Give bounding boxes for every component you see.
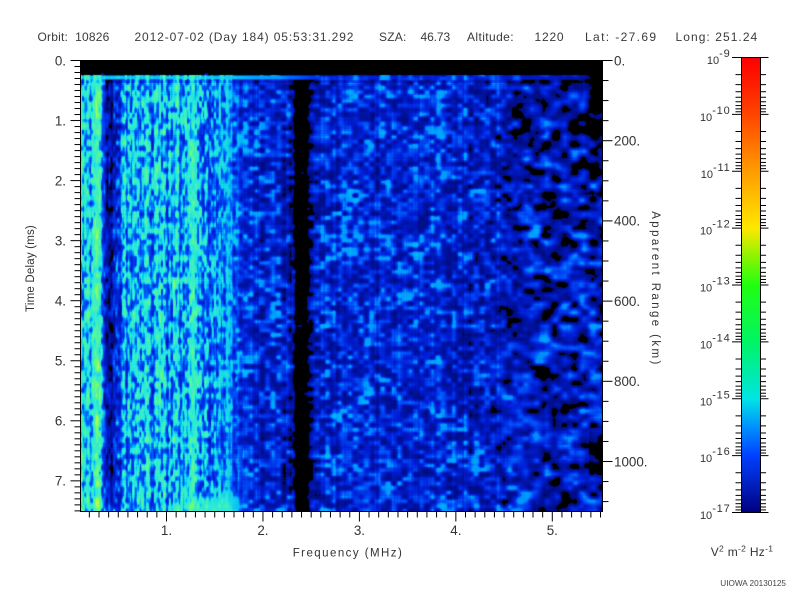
svg-text:10-9: 10-9 [707,48,731,67]
svg-text:3.: 3. [354,523,365,538]
svg-text:V2 m-2 Hz-1: V2 m-2 Hz-1 [711,544,774,560]
svg-text:0.: 0. [614,53,625,68]
svg-text:UIOWA 20130125: UIOWA 20130125 [720,579,786,588]
svg-text:1000.: 1000. [614,454,648,469]
svg-text:2.: 2. [257,523,268,538]
svg-text:1.: 1. [55,113,66,128]
svg-text:0.: 0. [55,53,66,68]
svg-text:3.: 3. [55,233,66,248]
svg-text:10-10: 10-10 [700,105,731,124]
svg-text:10-15: 10-15 [700,389,731,408]
svg-text:2.: 2. [55,173,66,188]
svg-text:800.: 800. [614,374,640,389]
svg-text:4.: 4. [55,294,66,309]
svg-text:10-16: 10-16 [700,446,731,465]
svg-text:10-14: 10-14 [700,332,731,351]
svg-text:4.: 4. [450,523,461,538]
svg-text:1.: 1. [161,523,172,538]
svg-text:5.: 5. [547,523,558,538]
svg-text:6.: 6. [55,414,66,429]
svg-text:Frequency (MHz): Frequency (MHz) [293,548,404,560]
svg-text:10-11: 10-11 [701,162,731,181]
svg-text:200.: 200. [614,134,640,149]
svg-text:400.: 400. [614,214,640,229]
svg-text:600.: 600. [614,294,640,309]
svg-text:10-13: 10-13 [700,276,731,295]
svg-text:5.: 5. [55,354,66,369]
svg-text:Apparent Range (km): Apparent Range (km) [649,211,661,367]
svg-text:10-17: 10-17 [700,503,731,522]
svg-text:Time Delay (ms): Time Delay (ms) [25,225,37,312]
svg-text:10-12: 10-12 [700,219,731,238]
svg-text:7.: 7. [55,474,66,489]
